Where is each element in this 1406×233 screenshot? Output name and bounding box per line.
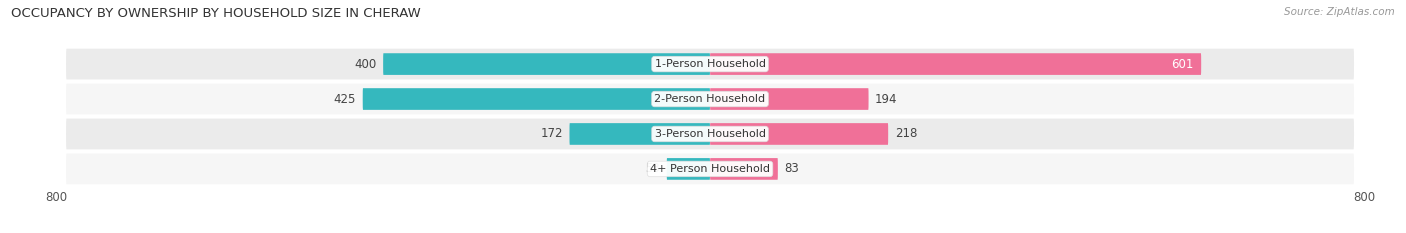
Text: 601: 601 xyxy=(1171,58,1194,71)
FancyBboxPatch shape xyxy=(66,119,1354,149)
Text: 400: 400 xyxy=(354,58,377,71)
Text: 1-Person Household: 1-Person Household xyxy=(655,59,765,69)
Text: Source: ZipAtlas.com: Source: ZipAtlas.com xyxy=(1284,7,1395,17)
Text: 3-Person Household: 3-Person Household xyxy=(655,129,765,139)
FancyBboxPatch shape xyxy=(382,53,710,75)
FancyBboxPatch shape xyxy=(710,53,1201,75)
Text: 2-Person Household: 2-Person Household xyxy=(654,94,766,104)
FancyBboxPatch shape xyxy=(569,123,710,145)
Text: 172: 172 xyxy=(540,127,562,140)
FancyBboxPatch shape xyxy=(666,158,710,180)
Text: OCCUPANCY BY OWNERSHIP BY HOUSEHOLD SIZE IN CHERAW: OCCUPANCY BY OWNERSHIP BY HOUSEHOLD SIZE… xyxy=(11,7,420,20)
FancyBboxPatch shape xyxy=(66,154,1354,184)
FancyBboxPatch shape xyxy=(66,84,1354,114)
Text: 194: 194 xyxy=(875,93,897,106)
Text: 425: 425 xyxy=(333,93,356,106)
FancyBboxPatch shape xyxy=(710,123,889,145)
FancyBboxPatch shape xyxy=(710,158,778,180)
Text: 53: 53 xyxy=(645,162,661,175)
FancyBboxPatch shape xyxy=(363,88,710,110)
FancyBboxPatch shape xyxy=(710,88,869,110)
Text: 4+ Person Household: 4+ Person Household xyxy=(650,164,770,174)
FancyBboxPatch shape xyxy=(66,49,1354,79)
Text: 218: 218 xyxy=(894,127,917,140)
Text: 83: 83 xyxy=(785,162,799,175)
